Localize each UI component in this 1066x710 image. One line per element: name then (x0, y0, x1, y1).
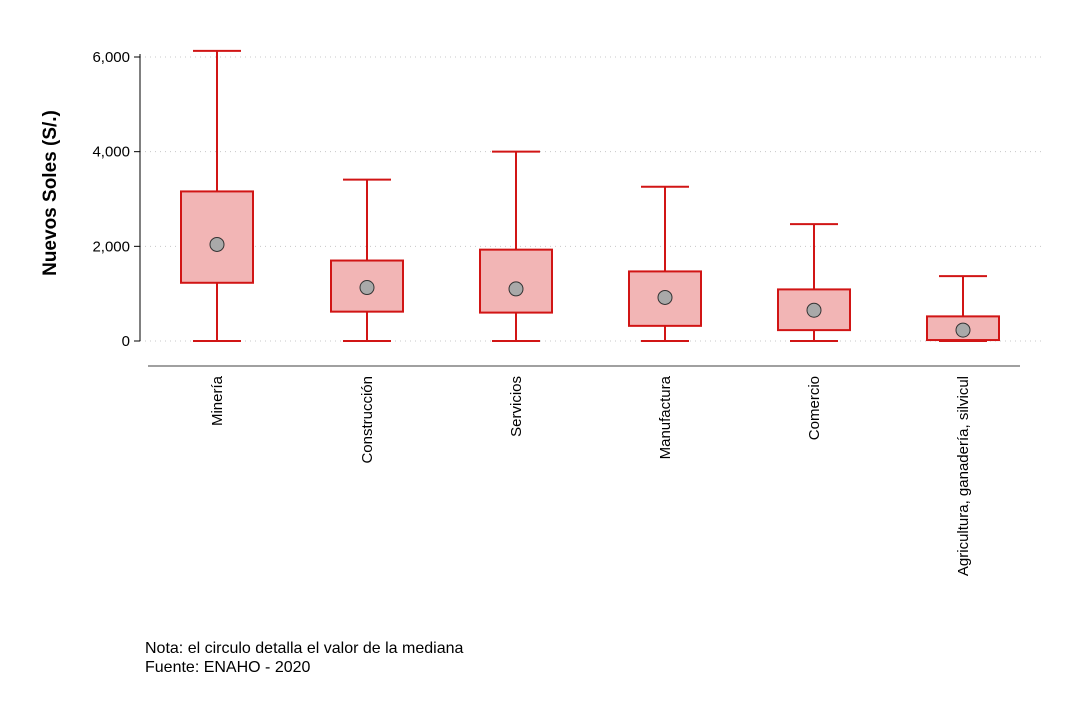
x-tick-label: Construcción (359, 376, 376, 464)
iqr-box (479, 248, 553, 314)
box-group (628, 185, 702, 342)
median-marker (359, 280, 375, 296)
median-marker (209, 236, 225, 252)
x-tick-label: Servicios (508, 376, 525, 437)
y-tick-label: 0 (122, 333, 130, 350)
y-tick-label: 2,000 (92, 238, 130, 255)
note-line: Nota: el circulo detalla el valor de la … (145, 640, 464, 657)
median-marker (806, 302, 822, 318)
x-axis: Minería Construcción Servicios Manufactura C… (148, 365, 1020, 576)
median-marker (508, 281, 524, 297)
x-tick-label: Comercio (806, 376, 823, 440)
box-group (330, 178, 404, 342)
box-group (777, 223, 851, 342)
median-marker (657, 289, 673, 305)
median-marker (955, 322, 971, 338)
x-tick-label: Agricultura, ganadería, silvicul (955, 376, 972, 576)
source-line: Fuente: ENAHO - 2020 (145, 659, 311, 676)
gridlines (140, 56, 1042, 342)
y-tick-label: 6,000 (92, 49, 130, 66)
x-tick-label: Minería (209, 375, 226, 426)
y-tick-label: 4,000 (92, 144, 130, 161)
y-axis-title: Nuevos Soles (S/.) (40, 110, 61, 276)
boxes (180, 49, 1000, 342)
y-axis: 0 2,000 4,000 6,000 (92, 49, 141, 350)
x-tick-label: Manufactura (657, 375, 674, 459)
box-group (926, 275, 1000, 342)
box-group (479, 150, 553, 342)
chart-notes: Nota: el circulo detalla el valor de la … (145, 639, 463, 677)
box-group (180, 49, 254, 342)
